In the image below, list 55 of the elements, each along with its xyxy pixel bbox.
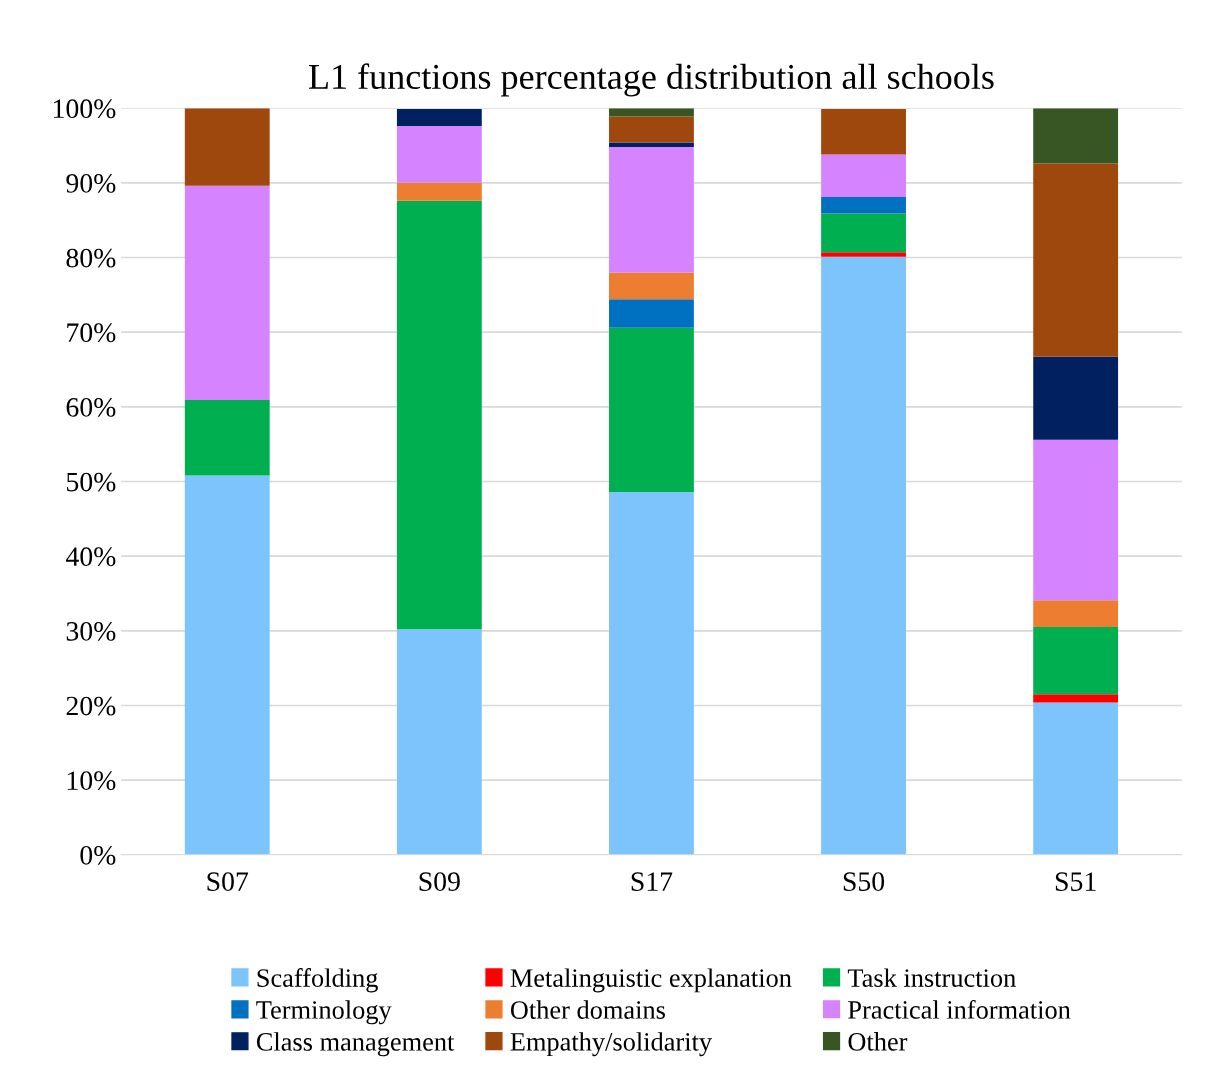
bar xyxy=(396,182,482,201)
y-tick-label: 40% xyxy=(65,547,116,567)
bar xyxy=(609,116,694,143)
bar xyxy=(184,108,270,186)
x-tick-label: S50 xyxy=(843,872,885,891)
bar xyxy=(184,475,270,855)
y-tick-label: 30% xyxy=(66,621,116,641)
bar xyxy=(821,256,906,855)
y-tick-label: 60% xyxy=(66,398,116,417)
bar xyxy=(1033,163,1119,357)
legend-label: Class management xyxy=(256,1032,455,1057)
bar xyxy=(821,197,906,214)
bar xyxy=(1033,108,1119,164)
bar xyxy=(396,126,482,183)
x-tick-label: S17 xyxy=(631,872,673,891)
y-tick-label: 80% xyxy=(66,248,116,268)
bar xyxy=(609,327,694,492)
legend-label: Practical information xyxy=(848,999,1071,1019)
bar xyxy=(821,108,906,155)
y-tick-label: 100% xyxy=(53,99,116,119)
legend-label: Scaffolding xyxy=(257,968,378,993)
bar xyxy=(609,491,694,855)
y-tick-label: 50% xyxy=(67,472,116,492)
legend-label: Terminology xyxy=(256,1000,392,1025)
y-tick-label: 0% xyxy=(80,845,116,865)
legend-label: Other domains xyxy=(510,1000,665,1019)
legend-label: Other xyxy=(848,1032,908,1051)
x-tick-label: S09 xyxy=(419,872,460,891)
bar xyxy=(396,200,482,630)
bar xyxy=(396,629,482,855)
bar xyxy=(1033,439,1119,601)
bar xyxy=(184,185,270,401)
bar xyxy=(1033,627,1119,695)
legend-label: Task instruction xyxy=(847,968,1016,987)
bar xyxy=(1033,356,1119,440)
y-tick-label: 70% xyxy=(67,323,116,343)
legend-label: Metalinguistic explanation xyxy=(510,968,792,993)
bar xyxy=(609,299,694,328)
legend-label: Empathy/solidarity xyxy=(510,1032,712,1057)
y-tick-label: 90% xyxy=(66,174,116,193)
bar xyxy=(609,272,694,300)
bar xyxy=(1033,702,1119,855)
bar xyxy=(1033,600,1119,628)
x-tick-label: S51 xyxy=(1055,872,1096,891)
bar xyxy=(609,147,694,273)
chart-title: L1 functions percentage distribution all schools xyxy=(309,63,994,97)
x-tick-label: S07 xyxy=(207,872,249,891)
y-tick-label: 20% xyxy=(66,696,116,716)
bar xyxy=(1033,694,1119,703)
y-tick-label: 10% xyxy=(67,771,116,791)
bar xyxy=(821,252,906,257)
bar xyxy=(821,154,906,198)
bar xyxy=(184,400,270,476)
bar xyxy=(821,213,906,253)
bar xyxy=(396,108,482,127)
